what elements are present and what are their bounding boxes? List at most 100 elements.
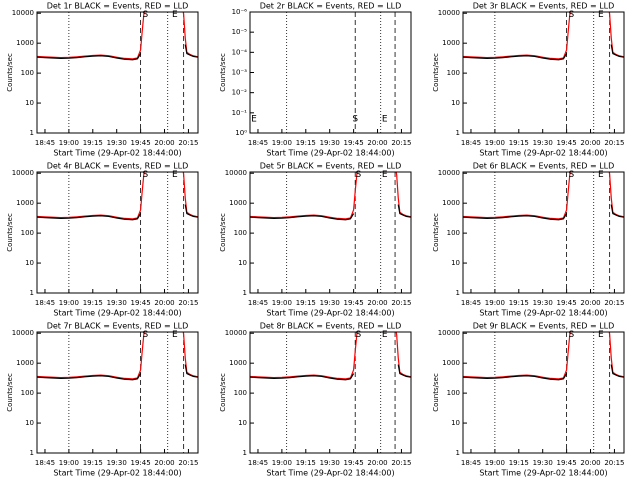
- y-tick-label: 1: [243, 449, 247, 457]
- x-tick-label: 19:00: [59, 459, 79, 467]
- y-tick-label: 10000: [12, 9, 34, 17]
- y-tick-label: 1000: [16, 39, 34, 47]
- x-tick-label: 19:15: [83, 299, 103, 307]
- y-axis-label: Counts/sec: [432, 373, 440, 412]
- x-tick-label: 20:15: [391, 299, 411, 307]
- annotation: S: [569, 170, 575, 180]
- x-axis-label: Start Time (29-Apr-02 18:44:00): [53, 309, 181, 318]
- y-tick-label: 10: [451, 259, 460, 267]
- panel: Det 8r BLACK = Events, RED = LLD Start Ti…: [219, 322, 412, 478]
- series-line: [37, 172, 198, 220]
- y-tick-label: 1: [456, 129, 460, 137]
- chart-title: Det 1r BLACK = Events, RED = LLD: [47, 2, 189, 11]
- annotation: E: [172, 330, 178, 340]
- x-tick-label: 20:00: [367, 139, 387, 147]
- x-tick-label: 18:45: [248, 459, 268, 467]
- y-tick-label: 10⁻⁶: [232, 8, 248, 16]
- x-tick-label: 20:15: [178, 459, 198, 467]
- x-tick-label: 20:00: [580, 139, 600, 147]
- x-axis-label: Start Time (29-Apr-02 18:44:00): [53, 469, 181, 478]
- x-tick-label: 18:45: [35, 459, 55, 467]
- y-axis-label: Counts/sec: [6, 213, 14, 252]
- series-line: [250, 172, 411, 220]
- plot-frame: [249, 11, 412, 134]
- y-tick-label: 10: [25, 259, 34, 267]
- x-tick-label: 18:45: [35, 299, 55, 307]
- x-tick-label: 19:00: [59, 299, 79, 307]
- x-tick-label: 19:15: [509, 139, 529, 147]
- x-tick-label: 19:30: [107, 299, 127, 307]
- chart-title: Det 2r BLACK = Events, RED = LLD: [260, 2, 402, 11]
- x-tick-label: 19:15: [83, 139, 103, 147]
- annotation: S: [143, 170, 149, 180]
- x-axis-label: Start Time (29-Apr-02 18:44:00): [53, 149, 181, 158]
- x-tick-label: 20:00: [367, 459, 387, 467]
- y-tick-label: 10: [25, 419, 34, 427]
- chart-title: Det 5r BLACK = Events, RED = LLD: [260, 162, 402, 171]
- series-line: [463, 172, 624, 220]
- y-tick-label: 10000: [12, 169, 34, 177]
- y-tick-label: 100: [21, 229, 34, 237]
- x-tick-label: 20:00: [154, 139, 174, 147]
- annotation: E: [382, 114, 388, 124]
- x-tick-label: 19:30: [320, 459, 340, 467]
- y-tick-label: 10: [451, 99, 460, 107]
- panel: Det 6r BLACK = Events, RED = LLD Start Ti…: [432, 162, 625, 318]
- annotation: S: [569, 330, 575, 340]
- plot-frame: [462, 11, 625, 134]
- y-tick-label: 10000: [225, 169, 247, 177]
- x-tick-label: 19:30: [107, 139, 127, 147]
- y-tick-label: 1: [30, 289, 34, 297]
- x-tick-label: 20:00: [580, 299, 600, 307]
- x-tick-label: 19:15: [509, 299, 529, 307]
- x-tick-label: 19:30: [533, 299, 553, 307]
- y-tick-label: 1000: [16, 199, 34, 207]
- chart-title: Det 7r BLACK = Events, RED = LLD: [47, 322, 189, 331]
- series-line: [37, 332, 198, 380]
- x-tick-label: 18:45: [248, 299, 268, 307]
- x-tick-label: 19:00: [485, 299, 505, 307]
- y-tick-label: 1000: [16, 359, 34, 367]
- x-tick-label: 20:15: [391, 139, 411, 147]
- panel: Det 2r BLACK = Events, RED = LLD Start Ti…: [219, 2, 412, 158]
- y-tick-label: 10⁻⁵: [232, 28, 248, 36]
- y-tick-label: 10⁻⁴: [232, 48, 248, 56]
- y-axis-label: Counts/sec: [6, 53, 14, 92]
- x-tick-label: 20:15: [604, 299, 624, 307]
- annotation: S: [352, 114, 358, 124]
- x-tick-label: 19:45: [131, 299, 151, 307]
- panel: Det 4r BLACK = Events, RED = LLD Start Ti…: [6, 162, 199, 318]
- plot-frame: [462, 171, 625, 294]
- panel: Det 7r BLACK = Events, RED = LLD Start Ti…: [6, 322, 199, 478]
- series-line: [463, 364, 624, 381]
- y-tick-label: 100: [447, 229, 460, 237]
- series-line: [463, 332, 624, 380]
- y-tick-label: 10: [238, 419, 247, 427]
- series-line: [37, 204, 198, 221]
- annotation: S: [356, 330, 362, 340]
- y-axis-label: Counts/sec: [6, 373, 14, 412]
- y-tick-label: 1000: [442, 199, 460, 207]
- y-tick-label: 1000: [442, 359, 460, 367]
- y-tick-label: 1: [456, 449, 460, 457]
- plot-frame: [249, 331, 412, 454]
- annotation: S: [569, 10, 575, 20]
- x-tick-label: 19:30: [533, 139, 553, 147]
- series-line: [250, 364, 411, 381]
- x-tick-label: 19:00: [272, 299, 292, 307]
- annotation: E: [382, 330, 388, 340]
- x-tick-label: 20:15: [178, 139, 198, 147]
- x-tick-label: 20:15: [604, 139, 624, 147]
- annotation: S: [356, 170, 362, 180]
- y-tick-label: 100: [447, 69, 460, 77]
- x-tick-label: 19:30: [320, 139, 340, 147]
- y-tick-label: 10: [451, 419, 460, 427]
- chart-title: Det 8r BLACK = Events, RED = LLD: [260, 322, 402, 331]
- chart-title: Det 3r BLACK = Events, RED = LLD: [473, 2, 615, 11]
- x-axis-label: Start Time (29-Apr-02 18:44:00): [479, 469, 607, 478]
- y-tick-label: 10: [25, 99, 34, 107]
- y-tick-label: 10⁻³: [232, 69, 248, 77]
- x-axis-label: Start Time (29-Apr-02 18:44:00): [266, 469, 394, 478]
- series-line: [37, 12, 198, 60]
